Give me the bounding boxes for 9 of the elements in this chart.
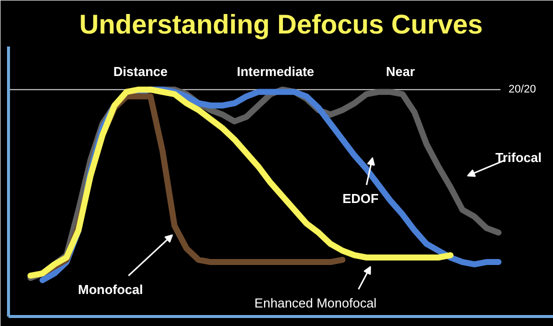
- series-label: Monofocal: [78, 282, 144, 297]
- text: Distance: [113, 64, 168, 79]
- text: Near: [386, 64, 415, 79]
- text: 20/20: [508, 84, 536, 96]
- text: Trifocal: [495, 150, 542, 166]
- chart-title: Understanding Defocus Curves: [79, 10, 483, 40]
- text: Enhanced Monofocal: [254, 295, 377, 310]
- text: Intermediate: [236, 64, 314, 79]
- series-label: EDOF: [342, 191, 379, 206]
